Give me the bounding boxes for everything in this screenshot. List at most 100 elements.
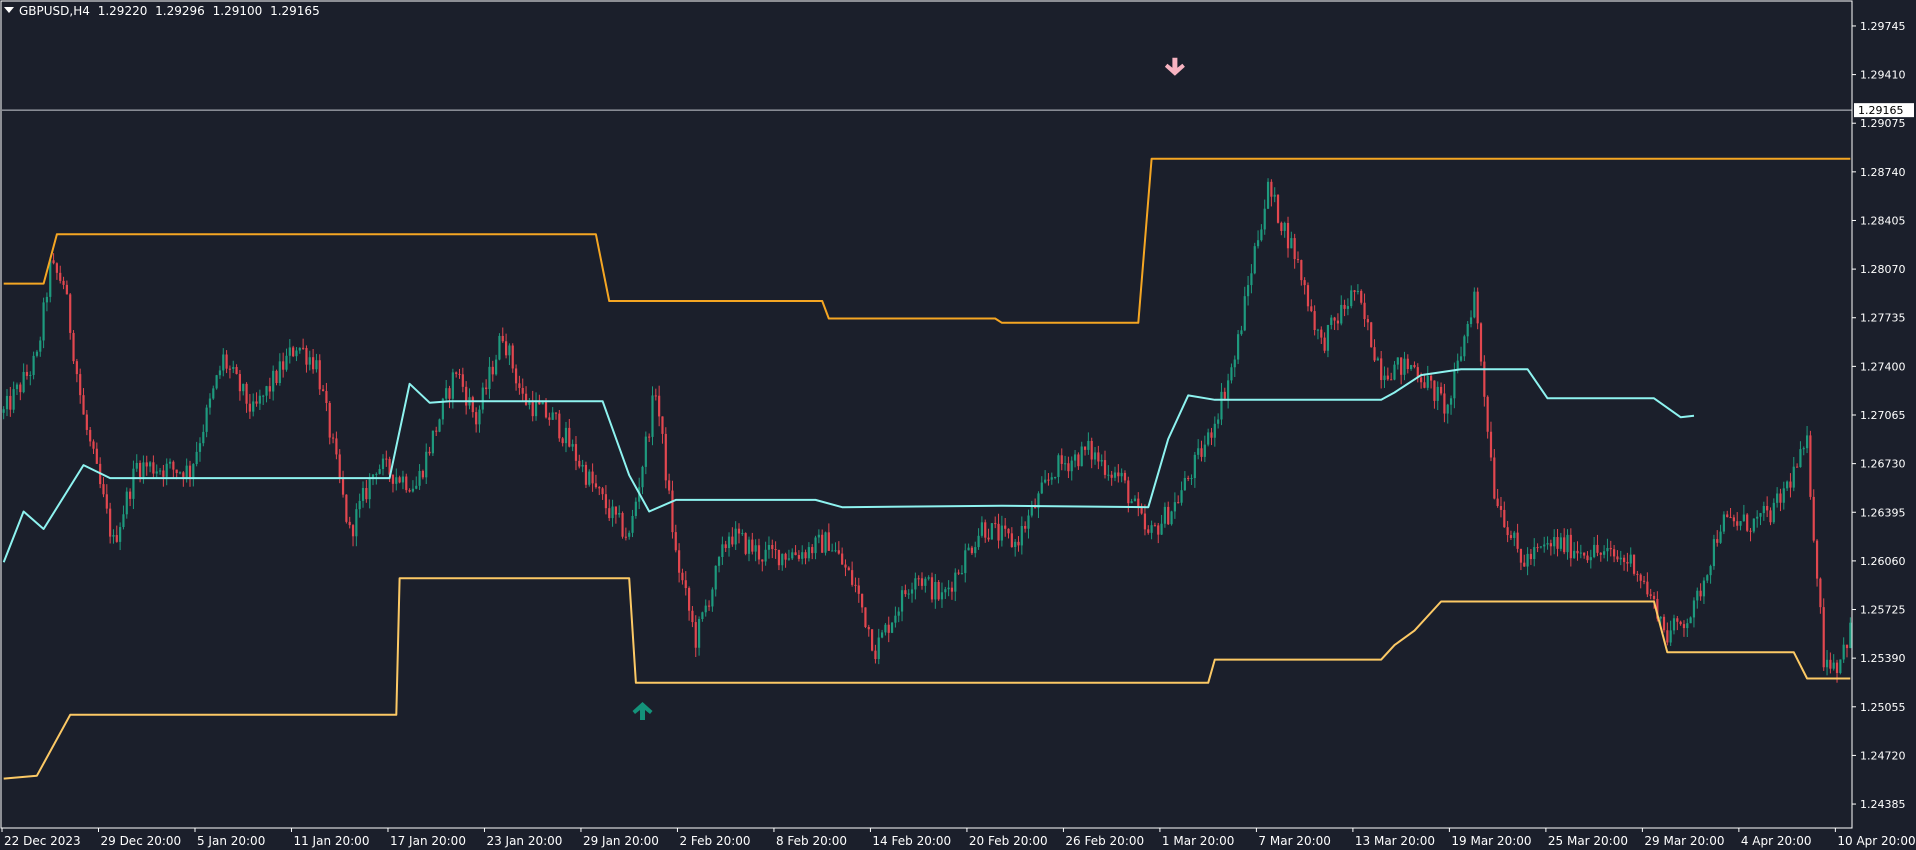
x-tick-label: 11 Jan 20:00 [293,834,369,848]
candle-body [208,398,212,408]
candle-body [298,347,301,351]
candle-body [32,355,35,375]
candle-body [345,494,348,522]
candle-body [1556,537,1559,549]
candle-body [930,577,934,600]
candle-body [990,523,993,540]
candle-body [1593,544,1596,558]
candle-body [910,589,914,594]
candle-body [1107,474,1110,476]
candle-body [212,388,215,399]
y-tick-label: 1.24385 [1860,798,1906,811]
candle-body [401,476,405,483]
candle-body [1842,644,1845,660]
candle-body [861,593,864,608]
candle-body [994,523,997,525]
candle-body [704,605,707,613]
candle-body [1014,541,1017,548]
candle-body [262,395,265,397]
candle-body [1090,440,1093,460]
candle-body [1004,525,1007,529]
candle-body [751,539,754,552]
candle-body [448,388,451,399]
candle-body [1429,375,1433,381]
candle-body [1147,529,1150,533]
candle-body [1449,398,1453,405]
candle-body [292,347,295,357]
candle-body [218,370,222,376]
candle-body [52,260,55,264]
candle-body [1573,550,1576,559]
candle-body [242,383,245,392]
candle-body [668,480,671,491]
candle-body [1559,537,1562,549]
candle-body [1742,514,1745,522]
candle-body [701,612,704,620]
candle-body [827,532,830,551]
candle-body [1187,477,1190,479]
candle-body [514,368,518,384]
candle-body [1795,466,1799,468]
candle-body [1526,553,1529,567]
candle-body [1330,317,1333,325]
high-value: 1.29296 [155,4,205,18]
candle-body [148,462,152,467]
candle-body [75,361,78,375]
candle-body [1463,336,1466,357]
candle-body [285,355,288,370]
candle-body [711,589,714,607]
candle-body [59,272,62,281]
candle-body [970,547,974,554]
candle-body [1729,517,1732,519]
candle-body [578,460,581,467]
candle-body [1809,435,1812,497]
candle-body [747,539,751,554]
candle-body [870,629,874,651]
x-tick-label: 19 Mar 20:00 [1451,834,1531,848]
candle-body [1766,505,1769,511]
candle-body [1503,509,1506,528]
candle-body [495,359,498,375]
candle-body [1632,554,1636,574]
candle-body [1483,361,1486,397]
candle-body [997,523,1000,541]
candle-body [1756,516,1759,519]
candle-body [1197,448,1200,455]
candle-body [1230,367,1233,381]
candle-body [175,469,178,474]
candle-body [1077,454,1080,467]
candle-body [1656,598,1659,619]
candle-body [528,400,531,405]
candle-body [934,581,937,600]
candle-body [1030,504,1033,516]
candle-body [1293,238,1296,260]
candle-body [89,429,92,442]
candle-body [42,302,45,341]
candle-body [1127,480,1130,504]
candle-body [1027,515,1030,529]
signal-arrows-layer [632,57,1185,720]
candle-body [465,386,468,406]
candle-body [821,534,824,553]
candle-body [1825,659,1829,668]
candle-body [1060,455,1063,464]
candle-body [1523,562,1526,567]
candle-body [1772,502,1775,523]
triangle-down-icon[interactable] [4,7,14,13]
candle-body [1173,502,1176,512]
candle-body [129,491,132,499]
candle-body [697,619,701,648]
candle-body [734,528,737,545]
candle-body [25,371,29,376]
candle-body [205,407,208,432]
x-tick-label: 14 Feb 20:00 [872,834,951,848]
candle-body [158,470,162,472]
open-value: 1.29220 [97,4,148,18]
candle-body [1722,514,1725,532]
candle-body [325,391,328,404]
candle-body [1373,347,1376,361]
candle-body [1536,547,1539,549]
candle-body [678,550,681,573]
